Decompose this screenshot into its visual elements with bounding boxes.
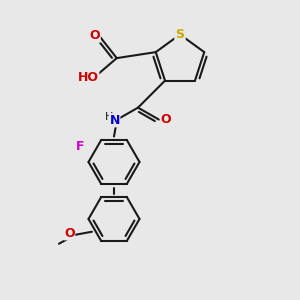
Text: N: N xyxy=(110,114,120,127)
Text: S: S xyxy=(176,28,184,41)
Text: O: O xyxy=(89,29,100,42)
Text: HO: HO xyxy=(78,71,99,84)
Text: H: H xyxy=(105,112,114,122)
Text: F: F xyxy=(76,140,85,153)
Text: O: O xyxy=(64,227,75,240)
Text: O: O xyxy=(160,113,171,126)
